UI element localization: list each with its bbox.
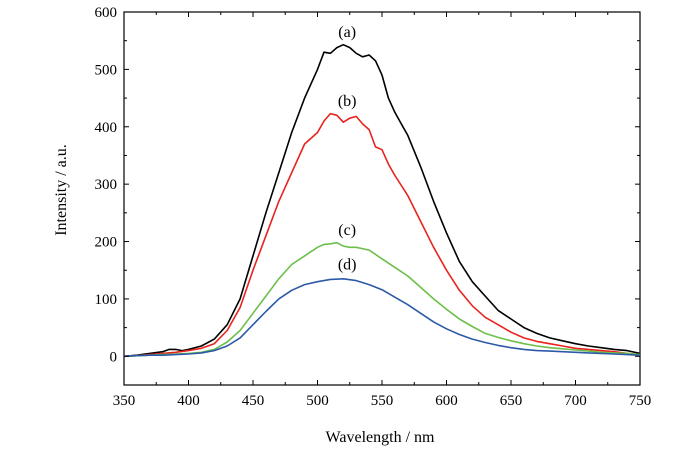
series-line-2 xyxy=(123,241,641,358)
x-tick-label: 400 xyxy=(177,393,200,409)
series-line-0 xyxy=(123,43,641,358)
curve-label: (c) xyxy=(338,222,356,239)
y-tick-label: 300 xyxy=(95,177,118,193)
series-line-1 xyxy=(123,112,641,358)
curve-label: (d) xyxy=(338,256,357,273)
y-axis-ticks: 0 100 200 300 400 500 600 xyxy=(95,5,640,386)
y-tick-label: 0 xyxy=(110,349,118,365)
y-tick-label: 200 xyxy=(95,235,118,251)
y-tick-label: 600 xyxy=(95,5,118,21)
x-tick-label: 650 xyxy=(500,393,523,409)
series-line-3 xyxy=(123,277,641,358)
y-axis-title: Intensity / a.u. xyxy=(53,144,70,236)
x-tick-label: 550 xyxy=(371,393,394,409)
x-tick-label: 700 xyxy=(564,393,587,409)
x-axis-title: Wavelength / nm xyxy=(326,429,435,446)
plot-border xyxy=(123,11,641,386)
curve-annotations: (a) (b) (c) (d) xyxy=(338,24,357,273)
x-tick-label: 600 xyxy=(435,393,458,409)
plot-frame xyxy=(123,11,641,386)
y-tick-label: 400 xyxy=(95,120,118,136)
x-tick-label: 450 xyxy=(242,393,265,409)
y-tick-label: 100 xyxy=(95,292,118,308)
x-tick-label: 350 xyxy=(113,393,136,409)
x-tick-label: 750 xyxy=(629,393,652,409)
curve-label: (a) xyxy=(338,24,356,41)
x-tick-label: 500 xyxy=(306,393,329,409)
series-group xyxy=(123,43,641,358)
y-tick-label: 500 xyxy=(95,62,118,78)
curve-label: (b) xyxy=(338,93,357,110)
x-axis-ticks: 350 400 450 500 550 600 650 700 750 xyxy=(113,12,652,409)
